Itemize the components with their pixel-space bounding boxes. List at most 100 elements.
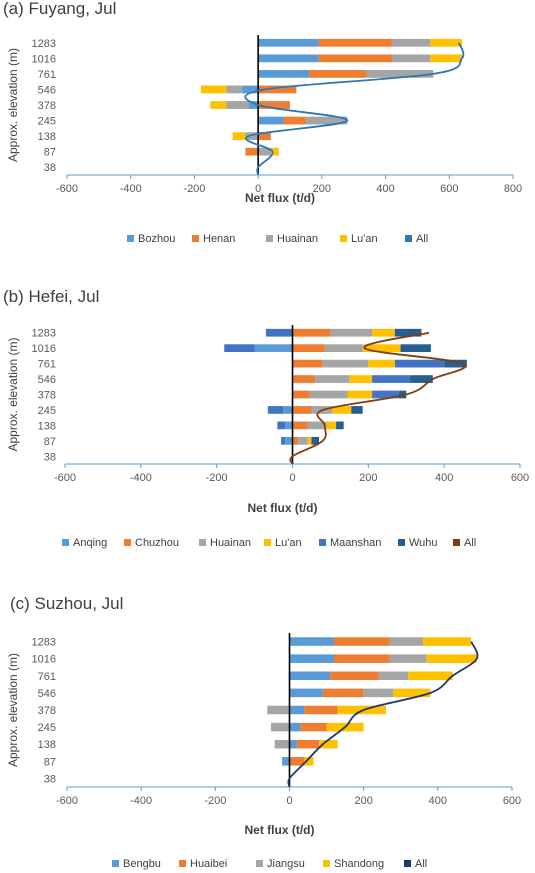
bar-segment — [307, 436, 312, 445]
y-tick-label: 1016 — [32, 343, 56, 355]
legend-label: Chuzhou — [135, 537, 179, 549]
bar-segment — [292, 406, 312, 414]
y-tick-label: 138 — [38, 420, 56, 432]
chart-title: (a) Fuyang, Jul — [3, 0, 116, 18]
x-tick-label: 400 — [376, 183, 394, 195]
bar-segment — [274, 739, 290, 749]
y-tick-label: 1016 — [32, 53, 56, 65]
bar-segment — [258, 70, 310, 78]
x-axis-label: Net flux (t/d) — [245, 191, 315, 205]
bar-segment — [283, 406, 293, 414]
x-tick-label: 600 — [440, 183, 458, 195]
y-tick-label: 38 — [44, 451, 56, 463]
y-tick-label: 87 — [44, 436, 56, 448]
legend-label: All — [416, 233, 428, 245]
y-tick-label: 38 — [44, 162, 56, 174]
x-tick-label: 0 — [286, 795, 292, 807]
legend-label: All — [415, 858, 427, 870]
legend-swatch — [323, 860, 330, 867]
y-tick-label: 378 — [38, 390, 56, 402]
x-tick-label: 400 — [435, 472, 453, 484]
legend-swatch — [256, 860, 263, 867]
legend-label: Bengbu — [123, 858, 161, 870]
bar-segment — [258, 101, 290, 109]
bar-segment — [336, 421, 344, 430]
bar-segment — [444, 359, 467, 368]
x-tick-label: 600 — [503, 795, 521, 807]
bar-segment — [248, 101, 259, 109]
bar-segment — [332, 406, 352, 414]
bar-segment — [258, 132, 271, 140]
y-tick-label: 546 — [38, 688, 56, 700]
bar-segment — [200, 85, 227, 94]
bar-segment — [391, 38, 431, 47]
bar-segment — [289, 688, 323, 698]
bar-segment — [292, 390, 310, 399]
legend-swatch — [124, 539, 131, 546]
bar-segment — [362, 344, 401, 353]
y-tick-label: 87 — [44, 756, 56, 768]
chart-panel-3: (c) Suzhou, Jul Approx. elevation (m) 38 87… — [6, 594, 521, 870]
bar-segment — [292, 344, 325, 353]
bar-segment — [289, 739, 297, 749]
x-tick-label: 200 — [354, 795, 372, 807]
bar-segment — [304, 757, 314, 766]
bar-segment — [258, 85, 297, 94]
y-tick-label: 1283 — [32, 328, 56, 340]
bar-segment — [394, 328, 422, 337]
bar-segment — [389, 637, 423, 646]
bar-segment — [309, 390, 348, 399]
bar-segment — [363, 688, 394, 698]
legend-swatch — [199, 539, 206, 546]
bar-segment — [408, 671, 453, 681]
bar-segment — [393, 688, 431, 698]
bar-segment — [277, 421, 285, 430]
legend-swatch — [405, 235, 412, 242]
legend-swatch — [112, 860, 119, 867]
x-tick-label: -400 — [120, 183, 142, 195]
bar-segment — [258, 147, 271, 156]
legend-swatch — [264, 539, 271, 546]
bar-segment — [289, 705, 305, 715]
y-tick-label: 546 — [38, 84, 56, 96]
x-tick-label: 800 — [504, 183, 522, 195]
legend-swatch — [127, 235, 134, 242]
bar-segment — [366, 70, 434, 78]
bar-segment — [394, 359, 445, 368]
bar-segment — [282, 757, 290, 766]
bar-segment — [296, 739, 320, 749]
bar-segment — [284, 421, 293, 430]
chart-title: (b) Hefei, Jul — [3, 287, 99, 306]
x-tick-label: 0 — [289, 472, 295, 484]
bar-segment — [232, 132, 246, 140]
bar-segment — [292, 375, 316, 383]
y-tick-label: 378 — [38, 705, 56, 717]
all-series-line — [289, 331, 467, 465]
x-tick-label: 400 — [429, 795, 447, 807]
chart-title: (c) Suzhou, Jul — [10, 594, 123, 613]
bar-segment — [400, 344, 431, 353]
x-tick-label: 0 — [255, 183, 261, 195]
legend-label: Maanshan — [330, 537, 381, 549]
x-tick-label: 200 — [313, 183, 331, 195]
bar-segment — [330, 328, 373, 337]
bar-segment — [389, 654, 427, 663]
bar-segment — [289, 654, 334, 663]
bar-segment — [324, 344, 363, 353]
bar-segment — [349, 375, 373, 383]
legend-swatch — [192, 235, 199, 242]
y-axis-label: Approx. elevation (m) — [6, 653, 20, 767]
y-tick-label: 138 — [38, 131, 56, 143]
y-axis-label: Approx. elevation (m) — [6, 337, 20, 451]
bar-segment — [258, 54, 319, 63]
y-tick-label: 245 — [38, 722, 56, 734]
bar-segment — [258, 38, 319, 47]
bar-segment — [254, 344, 293, 353]
bar-segment — [311, 436, 320, 445]
bar-segment — [283, 116, 306, 125]
bar-segment — [322, 688, 364, 698]
y-tick-label: 761 — [38, 69, 56, 81]
y-tick-label: 1283 — [32, 38, 56, 50]
y-tick-label: 245 — [38, 116, 56, 128]
legend-label: Henan — [203, 233, 235, 245]
